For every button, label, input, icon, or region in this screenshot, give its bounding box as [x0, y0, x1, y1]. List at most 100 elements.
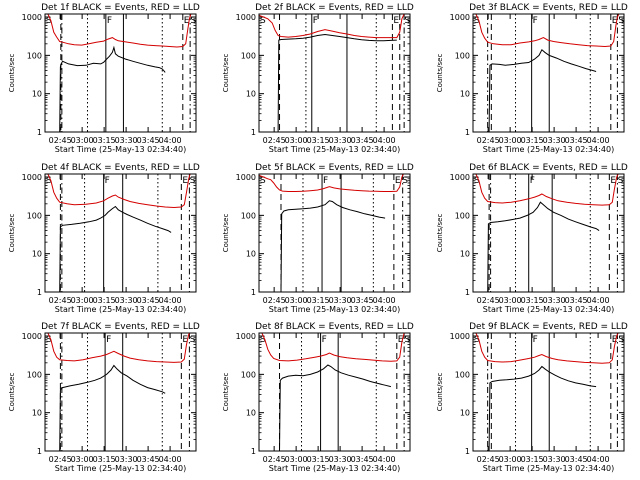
plot-frame: [258, 332, 411, 452]
y-tick-label: 1: [37, 128, 42, 137]
panel-title: Det 5f BLACK = Events, RED = LLD: [255, 163, 414, 173]
series-line-lld: [473, 174, 619, 206]
panel-title: Det 2f BLACK = Events, RED = LLD: [255, 3, 414, 13]
x-tick-label: 03:00: [499, 296, 522, 305]
x-tick-label: 03:00: [71, 136, 94, 145]
event-label-S: S: [260, 16, 266, 26]
event-label-F: F: [107, 16, 112, 26]
panel-det-6: Det 6f BLACK = Events, RED = LLD Counts/s…: [436, 163, 628, 314]
x-tick-label: 03:15: [93, 296, 116, 305]
x-tick-label: 03:00: [285, 455, 308, 464]
y-tick-label: 1: [465, 288, 470, 297]
event-label-E: E: [184, 16, 190, 26]
event-label-S: S: [260, 176, 266, 186]
x-tick-label: 03:45: [137, 136, 160, 145]
x-tick-label: 03:45: [565, 455, 588, 464]
event-label-E: E: [398, 335, 404, 345]
y-tick-label: 1000: [236, 332, 256, 341]
y-axis-label: Counts/sec: [222, 373, 230, 412]
x-tick-label: 03:15: [307, 455, 330, 464]
plot-frame: [258, 173, 411, 293]
x-axis-label: Start Time (25-May-13 02:34:40): [269, 145, 400, 154]
y-axis-label: Counts/sec: [222, 54, 230, 93]
x-axis-label: Start Time (25-May-13 02:34:40): [55, 145, 186, 154]
event-label-S: S: [46, 176, 52, 186]
event-label-S: S: [404, 16, 410, 26]
x-tick-label: 03:30: [329, 455, 352, 464]
x-tick-label: 03:30: [543, 455, 566, 464]
series-line-lld: [259, 174, 404, 192]
x-tick-label: 03:45: [137, 455, 160, 464]
x-tick-label: 03:15: [521, 455, 544, 464]
panel-title: Det 8f BLACK = Events, RED = LLD: [255, 322, 414, 332]
y-tick-label: 10: [246, 409, 256, 418]
y-tick-label: 10: [32, 250, 42, 259]
x-tick-label: 04:00: [373, 136, 396, 145]
x-tick-label: 04:00: [159, 296, 182, 305]
x-tick-label: 04:00: [373, 296, 396, 305]
panel-det-9: Det 9f BLACK = Events, RED = LLD Counts/s…: [436, 322, 628, 473]
event-label-S: S: [618, 176, 624, 186]
series-line-events: [488, 49, 597, 132]
x-tick-label: 02:45: [477, 136, 500, 145]
x-tick-label: 02:45: [477, 455, 500, 464]
x-tick-label: 02:45: [263, 296, 286, 305]
y-tick-label: 1000: [236, 13, 256, 22]
series-line-lld: [45, 14, 192, 48]
series-line-lld: [473, 333, 619, 364]
y-axis-label: Counts/sec: [8, 54, 16, 93]
x-tick-label: 02:45: [49, 455, 72, 464]
event-label-E: E: [610, 176, 616, 186]
y-tick-label: 100: [27, 370, 42, 379]
x-axis-label: Start Time (25-May-13 02:34:40): [483, 145, 614, 154]
x-tick-label: 03:45: [565, 296, 588, 305]
y-tick-label: 10: [460, 250, 470, 259]
x-tick-label: 04:00: [373, 455, 396, 464]
series-line-events: [59, 45, 166, 132]
series-line-lld: [45, 174, 191, 209]
panel-det-8: Det 8f BLACK = Events, RED = LLD Counts/s…: [222, 322, 414, 473]
y-tick-label: 1: [251, 447, 256, 456]
y-tick-label: 1: [37, 288, 42, 297]
event-label-S: S: [618, 335, 624, 345]
y-tick-label: 10: [32, 90, 42, 99]
event-label-S: S: [190, 335, 196, 345]
y-tick-label: 1: [251, 288, 256, 297]
y-tick-label: 100: [455, 370, 470, 379]
x-axis-label: Start Time (25-May-13 02:34:40): [483, 305, 614, 314]
series-line-lld: [259, 14, 405, 39]
x-tick-label: 03:45: [565, 136, 588, 145]
x-axis-label: Start Time (25-May-13 02:34:40): [269, 305, 400, 314]
y-tick-label: 1000: [450, 332, 470, 341]
plot-frame: [44, 332, 197, 452]
plot-frame: [472, 173, 625, 293]
x-tick-label: 02:45: [263, 136, 286, 145]
y-tick-label: 1000: [236, 173, 256, 182]
plot-frame: [472, 332, 625, 452]
y-tick-label: 10: [32, 409, 42, 418]
event-label-S: S: [474, 16, 480, 26]
y-tick-label: 1000: [450, 13, 470, 22]
x-tick-label: 02:45: [477, 296, 500, 305]
panel-det-7: Det 7f BLACK = Events, RED = LLD Counts/s…: [8, 322, 200, 473]
y-tick-label: 1000: [22, 332, 42, 341]
series-line-events: [59, 205, 172, 292]
x-tick-label: 02:45: [263, 455, 286, 464]
event-label-S: S: [402, 176, 408, 186]
y-tick-label: 10: [246, 90, 256, 99]
event-label-F: F: [106, 335, 111, 345]
x-tick-label: 03:15: [307, 296, 330, 305]
event-label-F: F: [323, 176, 328, 186]
y-tick-label: 1000: [22, 173, 42, 182]
event-label-S: S: [46, 16, 52, 26]
y-tick-label: 100: [455, 51, 470, 60]
event-label-S: S: [190, 176, 196, 186]
y-axis-label: Counts/sec: [436, 54, 444, 93]
x-tick-label: 03:15: [93, 455, 116, 464]
event-label-S: S: [46, 335, 52, 345]
y-tick-label: 1000: [450, 173, 470, 182]
y-tick-label: 100: [241, 211, 256, 220]
series-line-events: [280, 200, 386, 292]
event-label-E: E: [182, 176, 188, 186]
panel-det-2: Det 2f BLACK = Events, RED = LLD Counts/s…: [222, 3, 414, 154]
